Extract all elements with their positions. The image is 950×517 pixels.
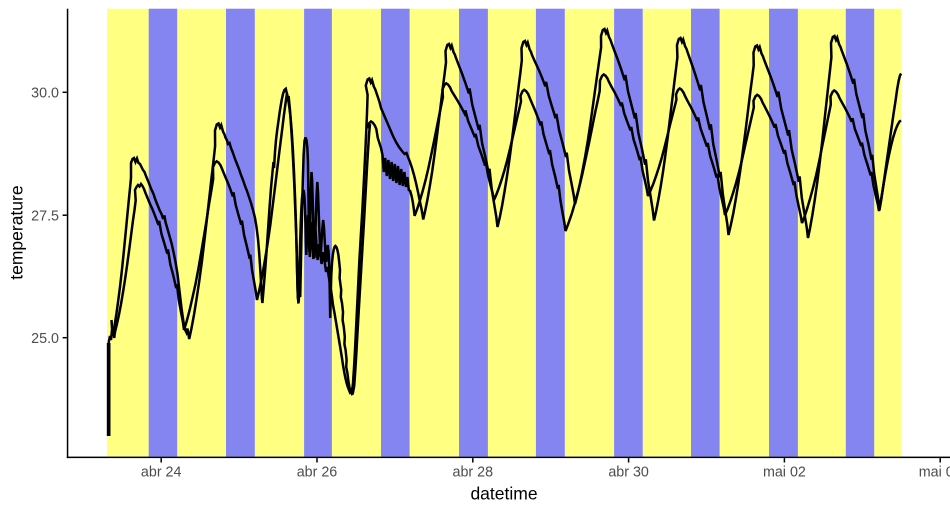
svg-text:abr 30: abr 30 <box>608 465 649 481</box>
svg-text:datetime: datetime <box>470 484 537 504</box>
svg-text:abr 24: abr 24 <box>141 465 182 481</box>
svg-text:30.0: 30.0 <box>31 85 59 101</box>
svg-text:27.5: 27.5 <box>31 208 59 224</box>
svg-text:mai 04: mai 04 <box>919 465 950 481</box>
svg-text:abr 28: abr 28 <box>453 465 494 481</box>
svg-text:mai 02: mai 02 <box>763 465 806 481</box>
svg-text:25.0: 25.0 <box>31 331 59 347</box>
svg-text:temperature: temperature <box>7 185 27 279</box>
svg-text:abr 26: abr 26 <box>297 465 338 481</box>
